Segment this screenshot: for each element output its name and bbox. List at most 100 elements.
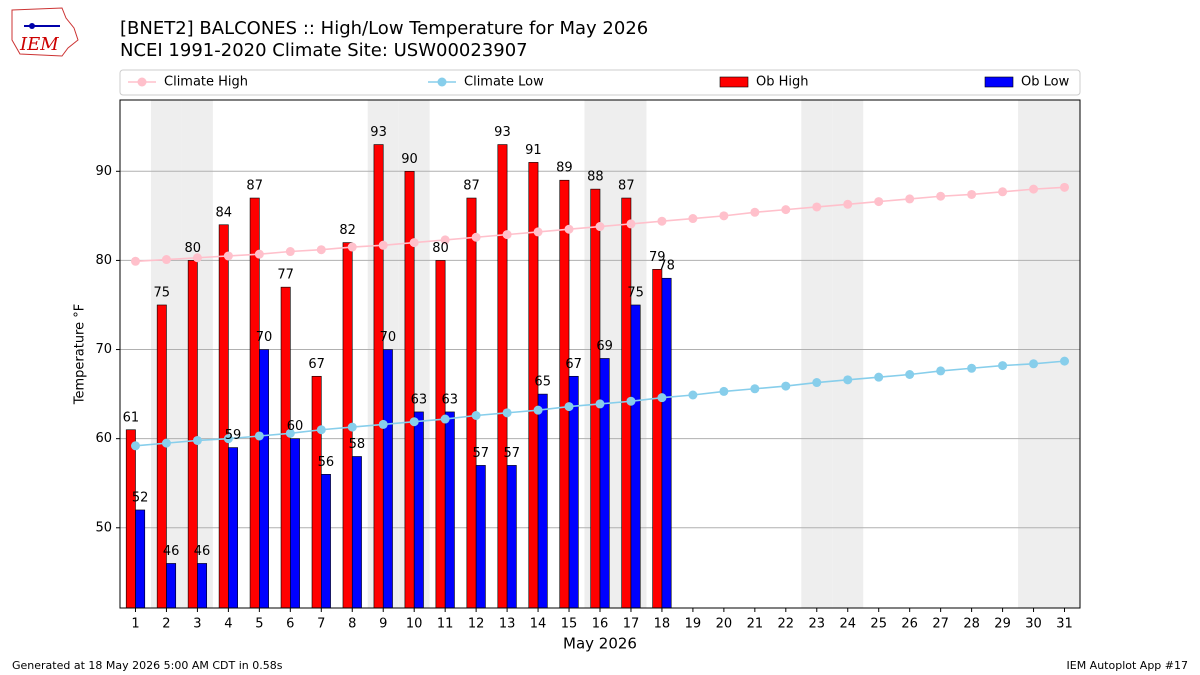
bar	[290, 438, 300, 609]
line-point	[936, 366, 946, 376]
bar	[466, 197, 477, 609]
x-tick-label: 24	[839, 617, 856, 632]
line-point	[843, 199, 853, 209]
value-label: 84	[215, 205, 232, 220]
value-label: 87	[246, 179, 263, 194]
line-point	[657, 216, 667, 226]
x-tick-label: 16	[592, 617, 609, 632]
x-tick-label: 30	[1025, 617, 1042, 632]
bar	[537, 393, 548, 609]
x-tick-label: 3	[193, 617, 201, 632]
y-tick-label: 80	[95, 253, 112, 268]
value-label: 46	[163, 544, 180, 559]
line-point	[285, 428, 295, 438]
legend-swatch	[437, 77, 447, 87]
line-point	[378, 240, 388, 250]
legend-label: Climate Low	[464, 75, 544, 90]
value-label: 60	[287, 419, 304, 434]
value-label: 75	[154, 285, 171, 300]
x-tick-label: 10	[406, 617, 423, 632]
x-tick-label: 18	[654, 617, 671, 632]
weekend-shade	[1018, 100, 1050, 608]
x-tick-label: 17	[623, 617, 640, 632]
line-point	[781, 381, 791, 391]
bar	[125, 429, 136, 609]
value-label: 57	[473, 446, 490, 461]
bar	[630, 304, 641, 609]
line-point	[688, 214, 698, 224]
footer-right: IEM Autoplot App #17	[1067, 659, 1189, 672]
line-point	[998, 187, 1008, 197]
bar	[404, 170, 415, 609]
x-tick-label: 8	[348, 617, 356, 632]
y-tick-label: 70	[95, 342, 112, 357]
line-point	[998, 361, 1008, 371]
value-label: 59	[225, 428, 242, 443]
line-point	[471, 410, 481, 420]
value-label: 77	[277, 268, 294, 283]
x-tick-label: 2	[162, 617, 170, 632]
value-label: 82	[339, 223, 356, 238]
bar	[259, 349, 269, 609]
line-point	[874, 372, 884, 382]
x-tick-label: 1	[131, 617, 139, 632]
line-point	[192, 435, 202, 445]
value-label: 58	[349, 437, 366, 452]
line-point	[1029, 359, 1039, 369]
line-point	[843, 375, 853, 385]
value-label: 88	[587, 170, 604, 185]
y-tick-label: 50	[95, 520, 112, 535]
x-axis-label: May 2026	[563, 635, 637, 653]
bar	[413, 411, 424, 609]
value-label: 91	[525, 143, 542, 158]
bar	[249, 197, 260, 609]
x-tick-label: 29	[994, 617, 1011, 632]
legend-swatch	[137, 77, 147, 87]
footer-left: Generated at 18 May 2026 5:00 AM CDT in …	[12, 659, 283, 672]
weekend-shade	[832, 100, 864, 608]
line-point	[1029, 184, 1039, 194]
value-label: 78	[658, 259, 675, 274]
line-point	[1060, 182, 1070, 192]
y-axis-label: Temperature °F	[73, 304, 88, 405]
line-point	[905, 369, 915, 379]
chart-subtitle: NCEI 1991-2020 Climate Site: USW00023907	[120, 40, 528, 61]
x-tick-label: 20	[716, 617, 733, 632]
bar	[218, 224, 229, 609]
bar	[373, 144, 384, 609]
bar	[166, 563, 177, 609]
line-point	[130, 441, 140, 451]
line-point	[874, 197, 884, 207]
bar	[320, 474, 331, 609]
value-label: 61	[123, 410, 140, 425]
line-point	[750, 384, 760, 394]
value-label: 69	[596, 339, 613, 354]
x-tick-label: 22	[778, 617, 795, 632]
plot-frame	[119, 99, 1081, 609]
line-point	[595, 222, 605, 232]
value-label: 79	[649, 250, 666, 265]
x-tick-label: 4	[224, 617, 232, 632]
value-label: 70	[256, 330, 273, 345]
value-label: 65	[534, 375, 551, 390]
value-label: 56	[318, 455, 335, 470]
value-label: 70	[380, 330, 397, 345]
line-point	[440, 235, 450, 245]
bar	[599, 358, 610, 609]
line-point	[936, 191, 946, 201]
line-point	[223, 251, 233, 261]
line-point	[254, 431, 264, 441]
legend-label: Ob High	[756, 75, 809, 90]
value-label: 75	[627, 285, 644, 300]
value-label: 52	[132, 490, 149, 505]
line-point	[533, 405, 543, 415]
value-label: 87	[463, 179, 480, 194]
x-tick-label: 9	[379, 617, 387, 632]
legend-frame	[119, 69, 1081, 96]
x-tick-label: 31	[1056, 617, 1073, 632]
x-tick-label: 28	[963, 617, 980, 632]
value-label: 67	[565, 357, 582, 372]
weekend-shade	[1049, 100, 1080, 608]
x-tick-label: 21	[747, 617, 764, 632]
line-point	[471, 232, 481, 242]
